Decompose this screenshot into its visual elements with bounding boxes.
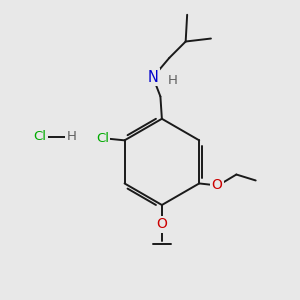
Text: Cl: Cl [96,132,109,146]
Text: H: H [167,74,177,87]
Text: O: O [157,217,167,231]
Text: Cl: Cl [34,130,46,143]
Text: N: N [148,70,158,85]
Text: O: O [212,178,223,192]
Text: H: H [66,130,76,143]
